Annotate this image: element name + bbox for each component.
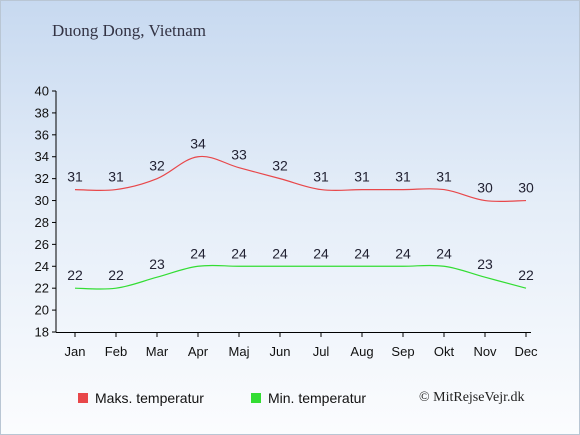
max-temperature-label: 30	[477, 180, 493, 196]
site-credit: © MitRejseVejr.dk	[419, 390, 525, 405]
min-temperature-label: 23	[149, 256, 165, 272]
max-temperature-label: 31	[67, 169, 83, 185]
max-temperature-label: 34	[190, 136, 206, 152]
max-temperature-label: 31	[108, 169, 124, 185]
min-temperature-label: 22	[108, 267, 124, 283]
min-temperature-label: 23	[477, 256, 493, 272]
y-tick-label: 20	[35, 303, 49, 318]
x-tick-label: Nov	[473, 344, 497, 359]
y-tick-label: 18	[35, 325, 49, 340]
x-tick-label: Aug	[350, 344, 373, 359]
min-temperature-label: 24	[231, 245, 247, 261]
x-tick-label: Mar	[146, 344, 169, 359]
min-temperature-label: 24	[395, 245, 411, 261]
y-tick-label: 36	[35, 127, 49, 142]
x-tick-label: Apr	[188, 344, 209, 359]
max-temperature-label: 31	[313, 169, 329, 185]
max-temperature-label: 31	[354, 169, 370, 185]
y-tick-label: 24	[35, 259, 49, 274]
y-tick-label: 28	[35, 215, 49, 230]
x-tick-label: Jan	[65, 344, 86, 359]
x-tick-label: Sep	[391, 344, 414, 359]
x-tick-label: Jul	[313, 344, 330, 359]
max-temperature-label: 32	[272, 158, 288, 174]
x-tick-label: Jun	[270, 344, 291, 359]
min-temperature-label: 24	[190, 245, 206, 261]
y-tick-label: 22	[35, 281, 49, 296]
max-temperature-line	[74, 155, 527, 203]
min-temperature-label: 22	[67, 267, 83, 283]
y-tick-label: 34	[35, 149, 49, 164]
max-temperature-label: 30	[518, 180, 534, 196]
min-temperature-label: 24	[272, 245, 288, 261]
x-tick-label: Maj	[229, 344, 250, 359]
y-tick-label: 26	[35, 237, 49, 252]
min-temperature-label: 24	[436, 245, 452, 261]
min-temperature-line	[74, 264, 527, 290]
min-temperature-label: 22	[518, 267, 534, 283]
y-tick-label: 30	[35, 193, 49, 208]
x-tick-label: Okt	[434, 344, 455, 359]
min-temperature-label: 24	[354, 245, 370, 261]
max-temperature-label: 31	[436, 169, 452, 185]
max-temperature-label: 31	[395, 169, 411, 185]
y-tick-label: 32	[35, 171, 49, 186]
min-temperature-label: 24	[313, 245, 329, 261]
max-temperature-label: 32	[149, 158, 165, 174]
y-tick-label: 40	[35, 84, 49, 99]
max-temperature-label: 33	[231, 147, 247, 163]
x-tick-label: Dec	[514, 344, 538, 359]
x-tick-label: Feb	[105, 344, 127, 359]
chart-title: Duong Dong, Vietnam	[52, 21, 207, 40]
y-tick-label: 38	[35, 105, 49, 120]
